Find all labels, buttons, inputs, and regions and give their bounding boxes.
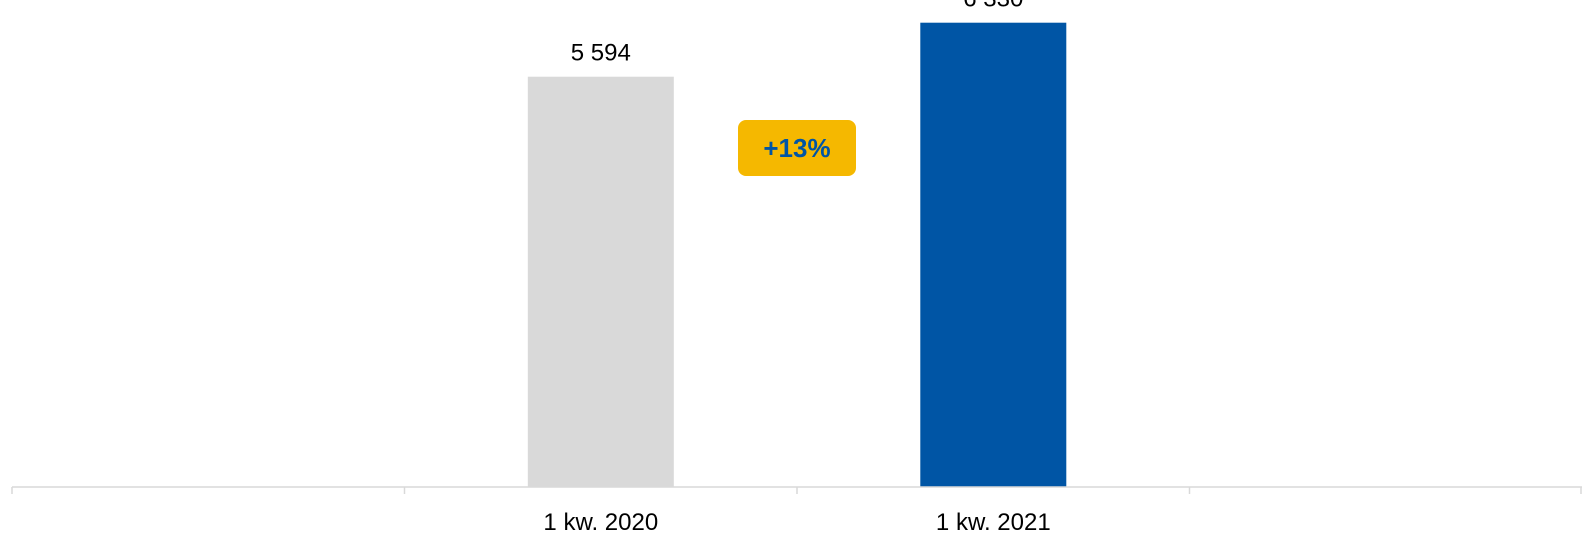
value-label-1: 5 594 bbox=[571, 40, 631, 67]
category-label-1: 1 kw. 2020 bbox=[543, 509, 658, 536]
change-badge-box bbox=[738, 120, 856, 176]
value-label-2: 6 330 bbox=[963, 0, 1023, 13]
value-labels-group: 5 594 6 330 bbox=[571, 0, 1024, 67]
change-badge-text: +13% bbox=[763, 133, 830, 163]
bar-1 bbox=[527, 76, 674, 487]
bar-2 bbox=[920, 22, 1067, 487]
x-axis-ticks-group bbox=[11, 487, 1582, 494]
change-badge: +13% bbox=[738, 120, 856, 176]
bars-group bbox=[527, 22, 1067, 487]
category-label-2: 1 kw. 2021 bbox=[936, 509, 1051, 536]
category-labels-group: 1 kw. 2020 1 kw. 2021 bbox=[543, 509, 1050, 536]
